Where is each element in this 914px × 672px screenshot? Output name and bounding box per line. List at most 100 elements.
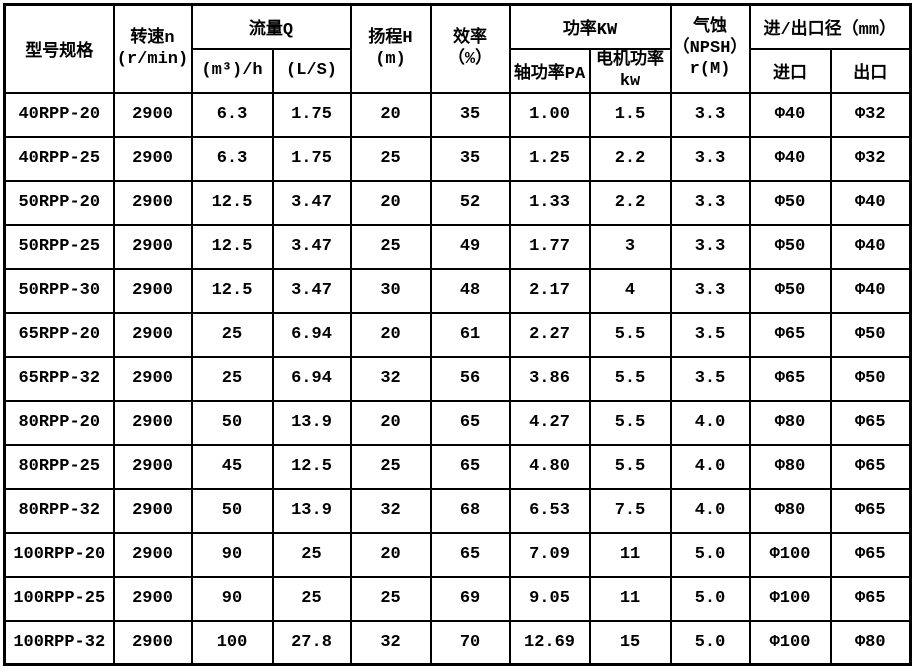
table-cell: 50 <box>190 399 274 446</box>
table-cell: 5.0 <box>669 575 751 622</box>
table-cell: 20 <box>349 531 432 578</box>
table-cell: 12.5 <box>190 223 274 270</box>
table-cell: 5.5 <box>588 355 672 402</box>
table-cell: 1.33 <box>508 179 591 226</box>
table-cell: Φ80 <box>748 443 832 490</box>
table-header: 型号规格 转速n (r/min) 流量Q 扬程H (m) 效率 （%） 功率KW… <box>3 3 912 94</box>
col-header-outlet: 出口 <box>829 47 912 94</box>
table-cell: 2.2 <box>588 135 672 182</box>
table-cell: 5.0 <box>669 531 751 578</box>
table-cell: Φ65 <box>829 443 912 490</box>
table-cell: 25 <box>349 575 432 622</box>
table-cell: 4 <box>588 267 672 314</box>
table-cell: Φ40 <box>829 223 912 270</box>
table-cell: 40RPP-20 <box>3 91 115 138</box>
table-cell: 5.0 <box>669 619 751 666</box>
col-header-efficiency-line2: （%） <box>447 49 493 69</box>
table-cell: 50 <box>190 487 274 534</box>
table-cell: 1.77 <box>508 223 591 270</box>
table-cell: 5.5 <box>588 443 672 490</box>
col-header-shaft-power: 轴功率PA <box>508 47 591 94</box>
table-cell: 50RPP-25 <box>3 223 115 270</box>
table-cell: 100RPP-20 <box>3 531 115 578</box>
table-cell: 2900 <box>112 619 193 666</box>
table-cell: 1.25 <box>508 135 591 182</box>
table-cell: Φ50 <box>829 311 912 358</box>
table-cell: 12.69 <box>508 619 591 666</box>
table-cell: 35 <box>429 135 511 182</box>
table-cell: Φ80 <box>829 619 912 666</box>
col-header-npsh: 气蚀 （NPSH） r(M) <box>669 3 751 94</box>
table-cell: 25 <box>190 311 274 358</box>
table-cell: 32 <box>349 487 432 534</box>
table-cell: 65 <box>429 531 511 578</box>
table-cell: 48 <box>429 267 511 314</box>
header-row-top: 型号规格 转速n (r/min) 流量Q 扬程H (m) 效率 （%） 功率KW… <box>3 3 912 94</box>
table-cell: 25 <box>349 443 432 490</box>
table-cell: 3 <box>588 223 672 270</box>
table-cell: 32 <box>349 355 432 402</box>
col-header-inlet: 进口 <box>748 47 832 94</box>
table-cell: 56 <box>429 355 511 402</box>
table-cell: Φ32 <box>829 135 912 182</box>
table-cell: Φ65 <box>829 487 912 534</box>
table-cell: 2900 <box>112 575 193 622</box>
table-cell: 15 <box>588 619 672 666</box>
table-cell: 12.5 <box>190 267 274 314</box>
table-cell: 4.0 <box>669 399 751 446</box>
table-cell: Φ65 <box>829 531 912 578</box>
col-header-power-group: 功率KW <box>508 3 672 50</box>
table-cell: 90 <box>190 575 274 622</box>
table-cell: Φ65 <box>748 355 832 402</box>
table-cell: 61 <box>429 311 511 358</box>
table-cell: 40RPP-25 <box>3 135 115 182</box>
table-cell: Φ80 <box>748 399 832 446</box>
table-cell: 50RPP-30 <box>3 267 115 314</box>
col-header-npsh-line3: r(M) <box>689 60 731 80</box>
table-cell: 100RPP-32 <box>3 619 115 666</box>
table-row: 100RPP-25 2900 90 25 25 69 9.05 11 5.0 Φ100 Φ65 <box>3 575 912 622</box>
table-cell: Φ65 <box>829 575 912 622</box>
table-cell: 2900 <box>112 487 193 534</box>
table-cell: 80RPP-20 <box>3 399 115 446</box>
table-row: 65RPP-20 2900 25 6.94 20 61 2.27 5.5 3.5 Φ65 Φ50 <box>3 311 912 358</box>
table-cell: 20 <box>349 311 432 358</box>
table-cell: 2.27 <box>508 311 591 358</box>
table-cell: 2900 <box>112 223 193 270</box>
table-row: 65RPP-32 2900 25 6.94 32 56 3.86 5.5 3.5 Φ65 Φ50 <box>3 355 912 402</box>
table-cell: 2900 <box>112 311 193 358</box>
table-cell: 65 <box>429 399 511 446</box>
col-header-speed: 转速n (r/min) <box>112 3 193 94</box>
table-cell: 65RPP-20 <box>3 311 115 358</box>
table-cell: Φ40 <box>748 91 832 138</box>
table-cell: 20 <box>349 91 432 138</box>
table-cell: 6.3 <box>190 135 274 182</box>
col-header-model: 型号规格 <box>3 3 115 94</box>
col-header-flow-m3h: (m³)/h <box>190 47 274 94</box>
table-row: 100RPP-32 2900 100 27.8 32 70 12.69 15 5.0 Φ100 Φ8… <box>3 619 912 666</box>
table-cell: Φ40 <box>829 179 912 226</box>
table-row: 50RPP-25 2900 12.5 3.47 25 49 1.77 3 3.3 Φ50 Φ40 <box>3 223 912 270</box>
table-cell: 2900 <box>112 179 193 226</box>
table-cell: 3.3 <box>669 223 751 270</box>
table-cell: 7.09 <box>508 531 591 578</box>
table-cell: 3.3 <box>669 91 751 138</box>
table-cell: 45 <box>190 443 274 490</box>
table-cell: 2900 <box>112 355 193 402</box>
table-cell: Φ50 <box>829 355 912 402</box>
col-header-head-line1: 扬程H <box>368 28 413 48</box>
table-cell: 3.47 <box>271 223 352 270</box>
table-cell: 7.5 <box>588 487 672 534</box>
table-cell: 80RPP-32 <box>3 487 115 534</box>
table-cell: 3.5 <box>669 355 751 402</box>
table-cell: 3.3 <box>669 267 751 314</box>
table-cell: 27.8 <box>271 619 352 666</box>
table-cell: Φ32 <box>829 91 912 138</box>
table-cell: Φ100 <box>748 575 832 622</box>
table-cell: 25 <box>349 135 432 182</box>
table-cell: 52 <box>429 179 511 226</box>
table-cell: 20 <box>349 179 432 226</box>
table-cell: 5.5 <box>588 311 672 358</box>
header-row-sub: (m³)/h (L/S) 轴功率PA 电机功率 kw 进口 出口 <box>5 47 912 94</box>
table-cell: 4.80 <box>508 443 591 490</box>
